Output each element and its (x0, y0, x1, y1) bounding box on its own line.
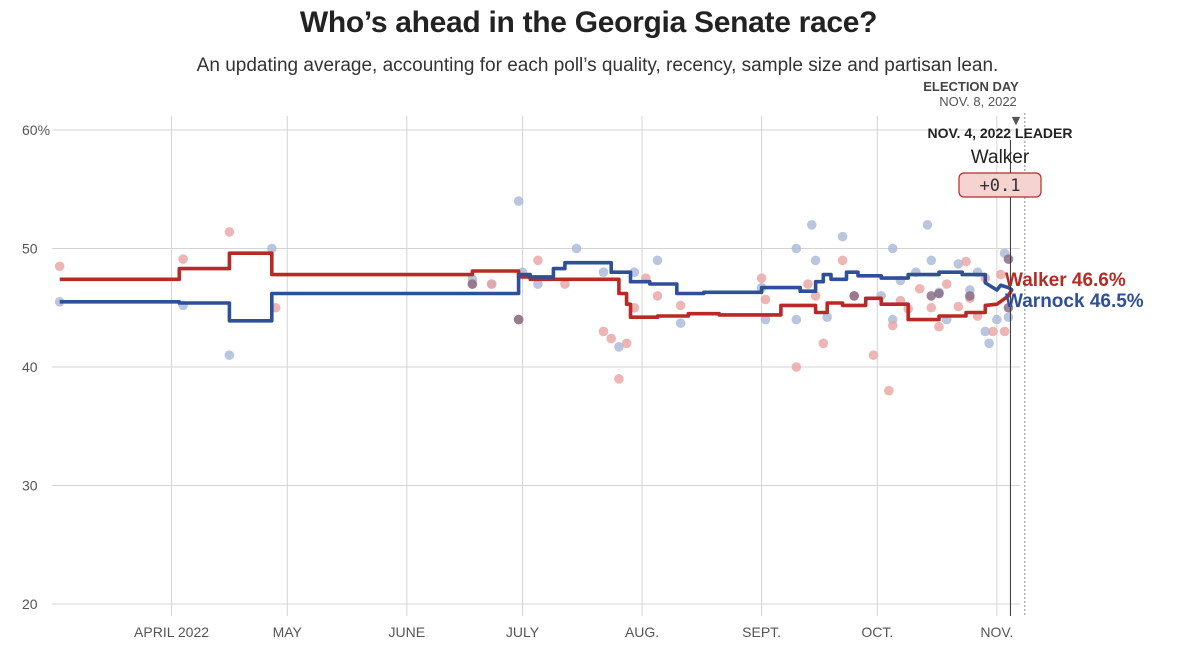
average-lines-layer (59, 251, 1014, 323)
overlap-poll-dot (965, 291, 975, 301)
election-day-arrow-icon: ▼ (1012, 114, 1021, 127)
annotation-layer: ELECTION DAY NOV. 8, 2022 ▼ NOV. 4, 2022… (923, 79, 1144, 616)
warnock-poll-dot (1003, 312, 1014, 323)
walker-poll-dot (756, 273, 767, 283)
x-tick-label: JULY (506, 624, 540, 640)
walker-end-label: Walker 46.6% (1005, 270, 1126, 291)
warnock-poll-dot (980, 326, 991, 337)
walker-poll-dot (560, 279, 570, 289)
warnock-poll-dot (887, 243, 898, 254)
warnock-poll-dot (760, 314, 771, 325)
walker-poll-dot (621, 338, 632, 349)
overlap-poll-dot (849, 291, 859, 301)
warnock-poll-dot (810, 255, 821, 266)
chart-subtitle: An updating average, accounting for each… (196, 55, 999, 76)
x-tick-label: MAY (273, 624, 303, 640)
walker-poll-dot (54, 261, 65, 272)
walker-poll-dot (791, 362, 802, 372)
walker-poll-dot (486, 279, 497, 289)
x-tick-label: AUG. (625, 624, 659, 640)
walker-poll-dot (803, 279, 813, 289)
x-tick-label: SEPT. (742, 624, 781, 640)
y-tick-label: 20 (22, 596, 38, 612)
walker-poll-dot (533, 255, 543, 266)
election-day-date: NOV. 8, 2022 (939, 94, 1017, 109)
overlap-poll-dot (1003, 254, 1014, 264)
walker-poll-dot (934, 321, 944, 332)
overlap-poll-dot (926, 291, 937, 301)
walker-poll-dot (760, 294, 771, 305)
x-tick-label: JUNE (389, 624, 426, 640)
warnock-poll-dot (224, 350, 235, 360)
walker-poll-dot (999, 326, 1010, 337)
walker-poll-dot (887, 320, 898, 331)
warnock-poll-dot (598, 267, 609, 278)
warnock-poll-dot (513, 196, 524, 206)
walker-poll-dot (224, 227, 235, 237)
leader-margin-box (958, 172, 1042, 198)
y-tick-label: 60% (22, 122, 50, 138)
walker-poll-dot (884, 385, 894, 396)
x-tick-label: OCT. (861, 624, 893, 640)
leader-margin: +0.1 (980, 176, 1021, 196)
chart-title: Who’s ahead in the Georgia Senate race? (299, 6, 878, 39)
y-tick-label: 40 (22, 359, 38, 375)
leader-name: Walker (971, 147, 1030, 168)
overlap-poll-dot (513, 314, 524, 325)
walker-poll-dot (818, 338, 829, 349)
warnock-poll-dot (926, 255, 937, 266)
poll-dots-layer (54, 196, 1014, 396)
warnock-end-label: Warnock 46.5% (1005, 291, 1144, 312)
walker-poll-dot (941, 279, 952, 289)
walker-poll-dot (914, 283, 925, 294)
walker-poll-dot (995, 269, 1006, 280)
x-tick-label: APRIL 2022 (134, 624, 209, 640)
walker-poll-dot (953, 301, 964, 312)
walker-poll-dot (988, 326, 998, 337)
walker-poll-dot (810, 291, 821, 301)
warnock-poll-dot (984, 338, 994, 349)
warnock-poll-dot (922, 220, 933, 230)
walker-poll-dot (606, 333, 617, 344)
grid-layer: 60% 50 40 30 20 APRIL 2022 MAY JUNE JULY AUG. SEPT… (22, 116, 1020, 640)
warnock-poll-dot (953, 259, 964, 269)
leader-heading: NOV. 4, 2022 LEADER (928, 125, 1073, 141)
walker-poll-dot (837, 255, 848, 266)
overlap-poll-dot (934, 288, 944, 299)
warnock-poll-dot (267, 243, 277, 254)
warnock-poll-dot (533, 279, 543, 289)
x-tick-label: NOV. (980, 624, 1013, 640)
walker-poll-dot (961, 256, 971, 267)
overlap-poll-dot (467, 279, 478, 289)
walker-poll-dot (926, 302, 937, 313)
walker-poll-dot (178, 254, 188, 264)
y-tick-label: 50 (22, 241, 38, 257)
warnock-poll-dot (791, 314, 802, 325)
warnock-poll-dot (652, 255, 663, 266)
warnock-poll-dot (806, 220, 817, 230)
warnock-poll-dot (791, 243, 802, 254)
warnock-poll-dot (837, 231, 848, 242)
warnock-poll-dot (571, 243, 582, 254)
walker-poll-dot (675, 300, 686, 311)
warnock-poll-dot (822, 312, 832, 323)
y-tick-label: 30 (22, 478, 38, 494)
walker-average-line (59, 251, 1014, 322)
warnock-average-line (59, 260, 1014, 323)
warnock-poll-dot (675, 318, 686, 328)
election-day-label: ELECTION DAY (923, 79, 1019, 94)
warnock-poll-dot (992, 314, 1002, 325)
walker-poll-dot (614, 374, 624, 384)
walker-poll-dot (598, 326, 609, 337)
warnock-poll-dot (614, 342, 624, 352)
walker-poll-dot (868, 350, 879, 360)
walker-poll-dot (652, 291, 663, 301)
